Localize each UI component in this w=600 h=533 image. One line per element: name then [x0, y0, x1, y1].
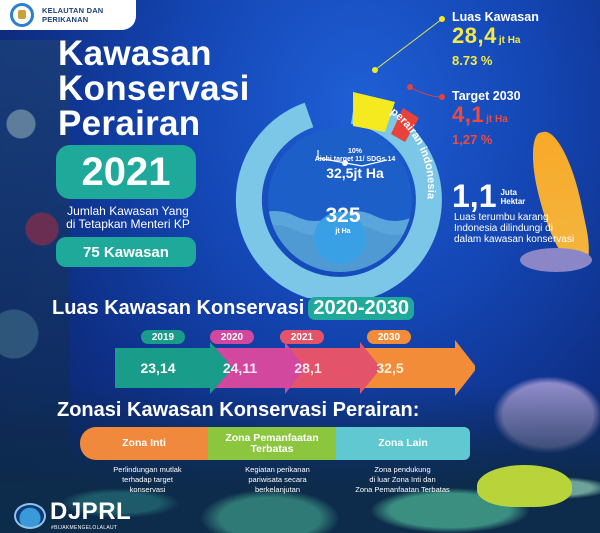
- ministry-name: KELAUTAN DAN PERIKANAN: [42, 6, 104, 24]
- green-rock-decoration: [477, 465, 572, 507]
- count-caption: Jumlah Kawasan Yang di Tetapkan Menteri …: [66, 204, 190, 231]
- stat-luas-title: Luas Kawasan: [452, 10, 539, 24]
- zone-pemanfaatan-terbatas: Zona Pemanfaatan Terbatas: [208, 427, 336, 460]
- year-tag-2020: 2020: [210, 330, 254, 344]
- zone-lain: Zona Lain: [336, 427, 470, 460]
- zone-inti: Zona Inti: [80, 427, 208, 460]
- zonasi-title: Zonasi Kawasan Konservasi Perairan:: [57, 399, 420, 421]
- hashtag: #BIJAKMENGELOLALAUT: [51, 525, 118, 531]
- total-waters-value: 325: [325, 204, 361, 227]
- timeline-value-2019: 23,14: [140, 360, 176, 376]
- timeline-arrows: [115, 340, 475, 396]
- timeline-title: Luas Kawasan Konservasi 2020-2030: [52, 297, 414, 320]
- djprl-logo-icon: [14, 503, 46, 529]
- stat-target-2030: Target 2030 4,1 jt Ha 1,27 %: [452, 89, 521, 147]
- year-tag-2019: 2019: [141, 330, 185, 344]
- zone-bar: Zona Inti Zona Pemanfaatan Terbatas Zona…: [80, 427, 470, 460]
- timeline-range-badge: 2020-2030: [308, 297, 414, 320]
- stat-luas-pct: 8.73 %: [452, 53, 493, 68]
- stat-target-title: Target 2030: [452, 89, 521, 103]
- year-tag-2021: 2021: [280, 330, 324, 344]
- zone-inti-description: Perlindungan mutlak terhadap target kons…: [113, 465, 182, 494]
- reef-value: 1,1: [452, 178, 497, 214]
- stat-target-pct: 1,27 %: [452, 132, 493, 147]
- timeline-value-2021: 28,1: [294, 360, 322, 376]
- stat-target-value: 4,1: [452, 102, 485, 127]
- aichi-target-label: 10% Aichi target 11/ SDGs 14: [314, 148, 396, 163]
- connector-lines: [372, 16, 445, 100]
- timeline-value-2030: 32,5: [376, 360, 404, 376]
- ministry-emblem-icon: [10, 3, 34, 27]
- zone-lain-description: Zona pendukung di luar Zona Inti dan Zon…: [355, 465, 450, 494]
- count-badge: 75 Kawasan: [56, 237, 196, 267]
- djprl-brand: DJPRL: [50, 498, 132, 525]
- page-title: Kawasan Konservasi Perairan: [58, 34, 250, 143]
- donut-chart: perairan indonesia: [235, 92, 442, 298]
- ring-segment-luas: [353, 92, 395, 132]
- ministry-header: KELAUTAN DAN PERIKANAN: [0, 0, 136, 30]
- stat-luas-unit: jt Ha: [498, 35, 521, 46]
- total-waters-unit: jt Ha: [335, 228, 351, 235]
- stat-target-unit: jt Ha: [486, 114, 508, 125]
- year-badge: 2021: [56, 145, 196, 199]
- coral-base-decoration: [520, 248, 592, 272]
- stat-luas-kawasan: Luas Kawasan 28,4 jt Ha 8.73 %: [452, 10, 539, 68]
- ring-segment-total: [235, 98, 442, 298]
- ring-segment-target: [391, 108, 419, 142]
- year-tag-2030: 2030: [367, 330, 411, 344]
- stat-luas-value: 28,4: [452, 23, 497, 48]
- stat-reef: 1,1 Juta Hektar: [452, 178, 526, 214]
- zone-pemanfaatan-description: Kegiatan perikanan pariwisata secara ber…: [245, 465, 310, 494]
- aichi-target-value: 32,5jt Ha: [326, 165, 384, 181]
- reef-description: Luas terumbu karang Indonesia dilindungi…: [454, 212, 575, 245]
- timeline-value-2020: 24,11: [222, 360, 258, 376]
